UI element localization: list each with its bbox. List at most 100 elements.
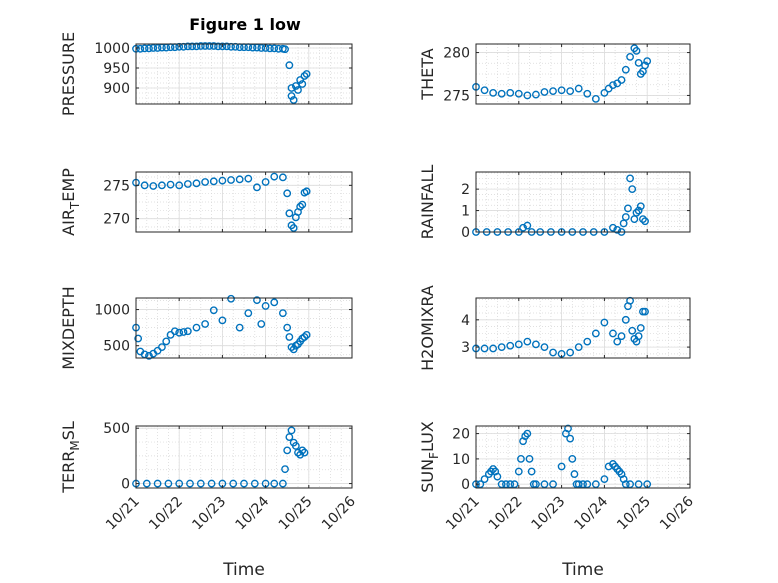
- data-point: [609, 329, 617, 338]
- data-point: [566, 434, 575, 443]
- subplot-h2omixra: 3 4 H2OMIXRA: [418, 285, 691, 371]
- data-point: [298, 446, 307, 455]
- data-point: [591, 329, 600, 338]
- data-point: [641, 61, 649, 70]
- data-point: [480, 344, 489, 353]
- subplot-mixdepth: 500 1000 MIXDEPTH: [59, 286, 353, 370]
- data-point: [278, 479, 287, 488]
- data-point: [489, 344, 498, 353]
- data-point: [583, 337, 592, 346]
- data-point: [183, 180, 192, 188]
- y-tick-label: 20: [452, 427, 470, 443]
- data-point: [549, 348, 557, 357]
- data-point: [600, 88, 609, 97]
- data-point: [229, 479, 238, 488]
- data-point: [196, 42, 205, 50]
- x-axis-label: Time: [561, 560, 604, 580]
- x-tick-label: 10/24: [571, 493, 611, 533]
- axes-box: [135, 43, 353, 105]
- subplot-theta: 275 280 THETA: [418, 43, 691, 105]
- data-point: [540, 343, 549, 351]
- data-point: [283, 446, 292, 455]
- data-point: [557, 86, 566, 95]
- data-point: [145, 44, 153, 53]
- data-point: [634, 480, 643, 489]
- data-point: [497, 480, 506, 489]
- y-tick-label: 1: [461, 204, 470, 220]
- subplot-terr-msl: 0 500 10/21 10/22 10/23 10/24 10/25 10/26 Time TE…: [59, 421, 359, 580]
- data-point: [302, 330, 311, 339]
- data-point: [626, 52, 634, 61]
- y-axis-label: AIRTEMP: [59, 168, 82, 236]
- data-point: [278, 309, 287, 318]
- data-point: [140, 44, 149, 53]
- data-point: [296, 76, 305, 84]
- data-point: [566, 348, 575, 357]
- data-point: [183, 42, 192, 51]
- data-point: [564, 424, 572, 433]
- data-point: [235, 175, 244, 184]
- x-tick-label: 10/24: [233, 493, 273, 533]
- data-point: [621, 315, 630, 324]
- data-point: [502, 480, 510, 489]
- data-point: [497, 343, 506, 351]
- data-point: [636, 202, 645, 211]
- data-point: [209, 306, 218, 315]
- y-tick-label: 0: [461, 477, 470, 493]
- data-point: [302, 187, 311, 196]
- data-point: [628, 326, 637, 335]
- data-point: [298, 200, 307, 209]
- data-point: [192, 323, 201, 332]
- axes-box: [135, 425, 353, 489]
- y-tick-label: 270: [103, 212, 130, 228]
- data-point: [196, 479, 205, 488]
- data-point: [549, 87, 557, 96]
- data-point: [641, 307, 649, 316]
- data-point: [175, 181, 184, 190]
- x-tick-label: 10/25: [276, 494, 316, 534]
- data-point: [617, 332, 626, 341]
- data-point: [525, 454, 534, 463]
- data-point: [609, 81, 617, 90]
- data-point: [170, 327, 179, 336]
- data-point: [506, 341, 515, 350]
- data-point: [183, 327, 192, 336]
- data-point: [235, 323, 244, 332]
- data-point: [158, 181, 166, 190]
- data-point: [480, 86, 489, 95]
- data-point: [523, 429, 532, 438]
- data-point: [201, 178, 210, 186]
- data-point: [574, 343, 583, 351]
- y-tick-label: 500: [103, 421, 130, 437]
- data-point: [636, 324, 645, 332]
- y-tick-label: 10: [452, 452, 470, 468]
- data-point: [634, 58, 643, 67]
- data-point: [300, 333, 309, 341]
- y-axis-label: TERRMSL: [59, 421, 82, 494]
- data-point: [523, 91, 532, 100]
- data-point: [549, 480, 557, 489]
- data-point: [579, 480, 587, 489]
- data-point: [227, 294, 235, 303]
- data-point: [506, 88, 515, 97]
- data-point: [261, 302, 270, 310]
- data-point: [634, 206, 643, 215]
- subplot-pressure: 900 950 1000 PRESSURE: [59, 32, 353, 116]
- axes-box: [475, 43, 691, 105]
- data-point: [281, 45, 289, 54]
- data-point: [532, 90, 540, 99]
- data-point: [207, 479, 216, 488]
- data-point: [289, 96, 298, 104]
- data-point: [591, 94, 600, 103]
- data-point: [506, 480, 515, 489]
- y-axis-label: MIXDEPTH: [59, 286, 78, 369]
- data-point: [600, 475, 609, 484]
- axes-box: [135, 171, 353, 233]
- data-point: [493, 472, 502, 481]
- data-point: [480, 475, 489, 484]
- data-point: [283, 189, 292, 198]
- y-axis-label: RAINFALL: [418, 165, 437, 240]
- y-tick-label: 1000: [94, 41, 130, 57]
- data-point: [209, 42, 218, 50]
- y-tick-label: 0: [461, 225, 470, 241]
